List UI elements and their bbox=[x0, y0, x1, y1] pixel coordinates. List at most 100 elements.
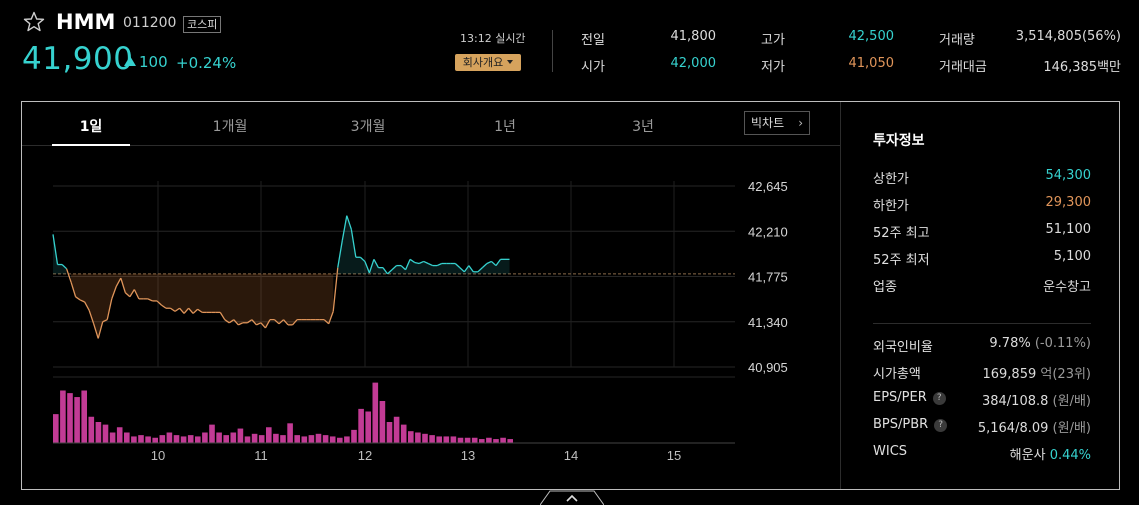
volume-bar bbox=[500, 437, 506, 443]
price-line-segment bbox=[278, 319, 284, 325]
volume-bar bbox=[443, 436, 450, 443]
x-tick-label: 11 bbox=[254, 448, 268, 463]
price-change-value: 100 bbox=[139, 53, 168, 71]
volume-bar bbox=[471, 437, 478, 443]
tab-3month[interactable]: 3개월 bbox=[350, 119, 386, 135]
company-overview-button[interactable]: 회사개요 bbox=[455, 54, 521, 71]
invest-row-label: 하한가 bbox=[873, 199, 909, 214]
investment-info-title: 투자정보 bbox=[873, 133, 925, 149]
help-icon[interactable]: ? bbox=[932, 392, 946, 405]
dropdown-caret-icon bbox=[507, 60, 514, 64]
foreign-ratio-row: 외국인비율 9.78% (-0.11%) bbox=[873, 336, 1091, 363]
price-line-segment bbox=[65, 268, 72, 283]
price-line-segment bbox=[400, 265, 407, 271]
price-line-segment bbox=[70, 282, 77, 297]
low-label: 저가 bbox=[761, 60, 785, 75]
volume-bar bbox=[358, 408, 364, 443]
big-chart-button[interactable]: 빅차트 › bbox=[744, 111, 810, 135]
volume-bar bbox=[315, 433, 322, 443]
price-line-segment bbox=[283, 319, 289, 326]
price-change: 100 bbox=[124, 53, 168, 71]
market-badge: 코스피 bbox=[183, 16, 222, 33]
help-icon[interactable]: ? bbox=[934, 419, 948, 432]
price-line-segment bbox=[124, 292, 131, 298]
tab-1year[interactable]: 1년 bbox=[494, 119, 516, 135]
price-line-segment bbox=[111, 286, 117, 300]
volume-bar bbox=[386, 422, 393, 443]
market-cap-label: 시가총액 bbox=[873, 367, 921, 382]
bps-pbr-value: 5,164/8.09 bbox=[977, 421, 1049, 436]
price-line-segment bbox=[129, 289, 135, 298]
volume-bar bbox=[507, 439, 513, 443]
volume-bar bbox=[216, 432, 222, 443]
bps-pbr-unit: (원/배) bbox=[1052, 421, 1091, 436]
current-price: 41,900 bbox=[22, 41, 134, 77]
price-line-segment bbox=[224, 319, 230, 324]
invest-row-value: 5,100 bbox=[1053, 249, 1091, 264]
period-tabs: 1일 1개월 3개월 1년 3년 빅차트 › bbox=[22, 102, 840, 146]
volume-bar bbox=[280, 435, 286, 443]
price-line-segment bbox=[328, 311, 334, 325]
volume-bar bbox=[159, 435, 166, 443]
x-tick-label: 14 bbox=[564, 448, 578, 463]
price-line-segment bbox=[52, 234, 59, 265]
invest-row-value: 51,100 bbox=[1045, 222, 1092, 237]
price-line-segment bbox=[359, 256, 366, 262]
volume-bar bbox=[209, 424, 215, 443]
invest-row-label: 상한가 bbox=[873, 172, 909, 187]
invest-row-label: 업종 bbox=[873, 280, 897, 295]
volume-bar bbox=[450, 436, 457, 443]
volume-bar bbox=[244, 436, 251, 443]
tab-1month[interactable]: 1개월 bbox=[212, 119, 248, 135]
volume-bar bbox=[173, 435, 180, 443]
price-line-segment bbox=[93, 323, 99, 339]
volume-bar bbox=[344, 436, 350, 443]
collapse-button[interactable] bbox=[540, 488, 604, 505]
volume-label: 거래량 bbox=[939, 33, 975, 48]
price-line-segment bbox=[179, 307, 185, 314]
eps-per-value-group: 384/108.8 (원/배) bbox=[982, 390, 1091, 409]
investment-info: 투자정보 상한가 54,300 하한가 29,300 52주 최고 51,100 52주 최… bbox=[873, 130, 1091, 471]
price-line-segment bbox=[88, 310, 95, 325]
x-tick-label: 13 bbox=[461, 448, 475, 463]
chevron-right-icon: › bbox=[798, 116, 803, 130]
market-cap-value-group: 169,859 억(23위) bbox=[982, 363, 1091, 382]
tab-3year[interactable]: 3년 bbox=[632, 119, 654, 135]
price-line-segment bbox=[495, 258, 502, 266]
price-line-segment bbox=[228, 319, 235, 324]
price-line-segment bbox=[256, 322, 262, 326]
bps-pbr-row: BPS/PBR? 5,164/8.09 (원/배) bbox=[873, 417, 1091, 444]
x-tick-label: 15 bbox=[667, 448, 681, 463]
price-line-segment bbox=[79, 299, 85, 303]
price-line-segment bbox=[246, 319, 253, 324]
tab-1day[interactable]: 1일 bbox=[79, 119, 103, 135]
realtime-label: 13:12 실시간 bbox=[460, 32, 526, 45]
volume-bar bbox=[365, 411, 371, 443]
volume-bar bbox=[109, 432, 116, 443]
volume-bar bbox=[351, 429, 357, 443]
volume-bar bbox=[81, 390, 87, 443]
volume-bar bbox=[294, 435, 300, 443]
volume-bar bbox=[408, 431, 414, 443]
price-line-segment bbox=[264, 319, 271, 329]
price-line-segment bbox=[274, 319, 280, 325]
volume-bar bbox=[145, 436, 151, 443]
price-line-segment bbox=[115, 277, 122, 287]
volume-bar bbox=[131, 436, 137, 443]
price-line-segment bbox=[174, 307, 180, 312]
eps-per-value: 384/108.8 bbox=[981, 394, 1049, 409]
wics-value-group: 해운사 0.44% bbox=[1010, 444, 1091, 463]
y-tick-label: 41,775 bbox=[748, 270, 788, 285]
price-line-segment bbox=[238, 322, 244, 326]
invest-row: 하한가 29,300 bbox=[873, 195, 1091, 222]
volume-bar bbox=[95, 422, 102, 443]
chevron-up-icon bbox=[566, 494, 578, 502]
volume-bar bbox=[237, 428, 244, 443]
price-line-segment bbox=[350, 229, 357, 258]
intraday-price-chart[interactable]: 42,645 42,210 41,775 41,340 40,905 10 11 12 13 14… bbox=[22, 145, 802, 465]
invest-row-label: 52주 최고 bbox=[873, 226, 930, 241]
price-line-segment bbox=[147, 298, 153, 302]
volume-bar bbox=[180, 436, 187, 443]
favorite-star-icon[interactable] bbox=[22, 10, 46, 34]
volume-bar bbox=[74, 397, 80, 443]
